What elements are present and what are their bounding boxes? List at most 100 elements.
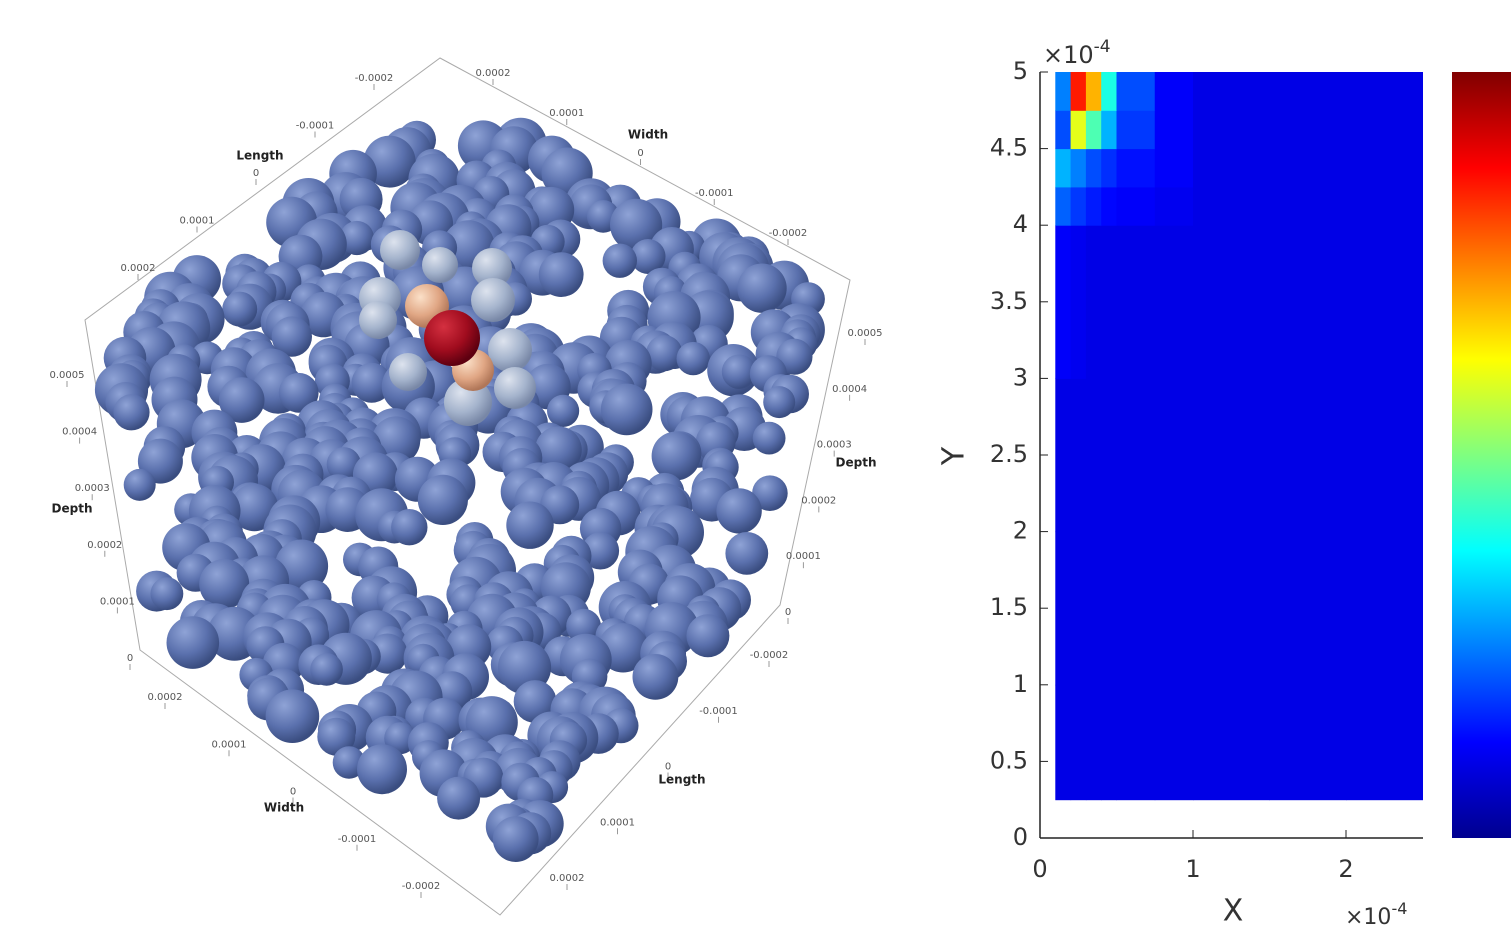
particle [602, 243, 637, 278]
heatmap-cell [1116, 531, 1156, 686]
y-tick-label: 4 [1013, 210, 1028, 238]
heatmap-cell [1116, 110, 1156, 150]
axes-3d: -0.0002 -0.0001 0 0.0001 0.0002 Length 0.0002 0… [50, 68, 883, 898]
particle [716, 488, 762, 534]
tick-label: 0.0001 [549, 108, 584, 119]
heatmap-cell [1154, 148, 1194, 188]
heatmap-cell [1193, 225, 1270, 379]
heatmap-cell [1116, 186, 1156, 226]
tick-label: -0.0001 [338, 834, 377, 845]
heatmap-cell [1101, 110, 1117, 150]
tick-label: 0.0001 [600, 817, 635, 828]
y-tick-label: 3 [1013, 363, 1028, 391]
tick-label: 0.0005 [50, 370, 85, 381]
heatmap-cell [1101, 186, 1117, 226]
multiplier-exponent: -4 [1094, 37, 1111, 57]
particles [94, 117, 825, 862]
heatmap-panel: 0 1 200.511.522.533.544.55 X Y ×10-4 ×10-4 [937, 37, 1511, 928]
heatmap-cell [1346, 531, 1423, 686]
tick-label: -0.0002 [402, 881, 441, 892]
y-tick-label: 5 [1013, 57, 1028, 85]
heatmap-cell [1101, 72, 1117, 111]
heatmap-cell [1055, 684, 1072, 801]
heatmap-cell [1101, 225, 1117, 379]
heatmap-cell [1193, 72, 1270, 111]
tick-label: 0.0002 [801, 495, 836, 506]
tick-label: -0.0002 [769, 228, 808, 239]
particle [166, 616, 220, 669]
particle [610, 198, 663, 251]
particle [763, 386, 796, 419]
particle [632, 654, 679, 700]
tick-label: -0.0002 [355, 73, 394, 84]
heatmap-cell [1193, 684, 1270, 801]
heatmap-cell [1269, 225, 1347, 379]
particle [646, 335, 683, 372]
axis-label: Width [264, 801, 304, 815]
heatmap-cell [1055, 72, 1072, 111]
particle-view: -0.0002 -0.0001 0 0.0001 0.0002 Length 0.0002 0… [50, 57, 883, 916]
particle [437, 776, 481, 820]
heatmap-cell [1085, 72, 1102, 111]
y-tick-label: 2.5 [990, 440, 1028, 468]
tick-label: 0.0002 [87, 540, 122, 551]
particle [547, 394, 580, 427]
heatmap-cell [1085, 110, 1102, 150]
heatmap-cell [1154, 186, 1194, 226]
tick-label: 0.0001 [212, 739, 247, 750]
particle [686, 614, 730, 658]
particle [199, 559, 250, 609]
particle [391, 509, 428, 546]
tick-label: 0.0001 [100, 596, 135, 607]
particle [271, 316, 312, 357]
y-tick-label: 1.5 [990, 593, 1028, 621]
axis-label: Depth [836, 456, 877, 470]
axis-label: Length [658, 773, 705, 787]
particle [424, 310, 480, 366]
particle [737, 263, 787, 313]
heatmap-cell [1346, 225, 1423, 379]
heatmap-cell [1070, 531, 1087, 686]
heatmap-cell [1101, 684, 1117, 801]
x-tick-label: 0 [1032, 855, 1047, 883]
heatmap-cell [1346, 110, 1423, 150]
particle [752, 421, 786, 455]
particle [389, 353, 427, 391]
particle [317, 717, 356, 756]
axis-label: Depth [52, 502, 93, 516]
particle [380, 230, 420, 270]
tick-label: -0.0001 [695, 188, 734, 199]
particle [776, 338, 813, 375]
heatmap-cell [1070, 186, 1087, 226]
heatmap-cell [1269, 110, 1347, 150]
tick-label: 0.0004 [62, 427, 97, 438]
heatmap-cell [1346, 148, 1423, 188]
heatmap-cell [1055, 148, 1072, 188]
particle [600, 383, 653, 436]
particle [676, 341, 710, 376]
particle [752, 475, 788, 512]
tick-label: 0.0001 [180, 216, 215, 227]
heatmap-cell [1193, 186, 1270, 226]
heatmap-cell [1101, 378, 1117, 533]
tick-label: 0.0002 [121, 263, 156, 274]
particle [535, 426, 582, 474]
multiplier-base: ×10 [1345, 905, 1391, 928]
particle [725, 532, 769, 575]
x-tick-label: 1 [1185, 855, 1200, 883]
heatmap-cell [1269, 378, 1347, 533]
particle [113, 394, 150, 431]
tick-label: 0 [127, 653, 133, 664]
heatmap-cell [1116, 225, 1156, 379]
particle [422, 247, 458, 283]
heatmap-cell [1269, 684, 1347, 801]
particle [310, 653, 343, 686]
tick-label: 0.0002 [476, 68, 511, 79]
heatmap-cell [1055, 186, 1072, 226]
tick-label: 0.0004 [832, 384, 867, 395]
tick-label: -0.0001 [296, 121, 335, 132]
heatmap-cell [1193, 378, 1270, 533]
heatmap-cell [1085, 684, 1102, 801]
heatmap-cell [1193, 148, 1270, 188]
heatmap-cell [1154, 110, 1194, 150]
